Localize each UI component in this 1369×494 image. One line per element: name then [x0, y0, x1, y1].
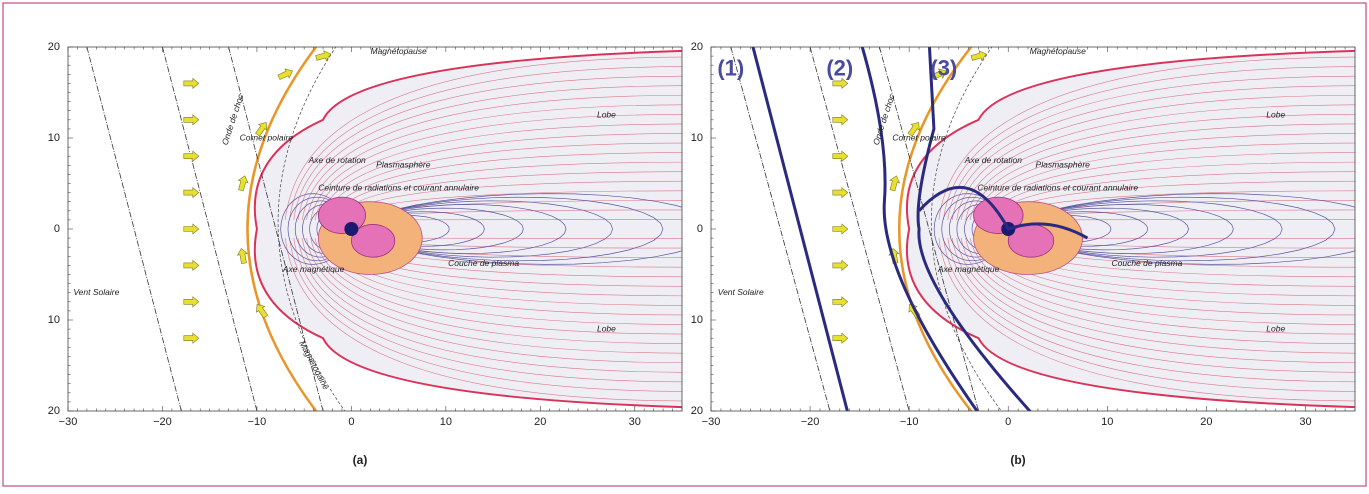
flow-arrow: [184, 78, 199, 88]
x-tick-label: 10: [440, 416, 452, 428]
flow-arrow: [184, 224, 199, 234]
y-tick-label: 20: [691, 405, 703, 417]
flow-arrow: [833, 115, 848, 125]
panel-caption: (a): [353, 453, 368, 467]
flow-arrow: [888, 174, 902, 191]
x-tick-label: 0: [348, 416, 354, 428]
region-label: Axe de rotation: [308, 155, 366, 165]
flow-arrow: [184, 260, 199, 270]
region-label: Ceinture de radiations et courant annula…: [318, 182, 479, 192]
region-label: Lobe: [1266, 323, 1285, 333]
plot-area: [87, 38, 717, 420]
flow-arrow: [184, 151, 199, 161]
solar-wind-line: [87, 47, 181, 411]
region-label: Ceinture de radiations et courant annula…: [977, 182, 1138, 192]
flow-arrow: [253, 301, 270, 319]
region-label: Lobe: [597, 323, 616, 333]
flow-arrow: [184, 115, 199, 125]
panel-caption: (b): [1010, 453, 1025, 467]
x-tick-label: −30: [59, 416, 78, 428]
region-label: Magnétogaine: [297, 339, 331, 392]
plot-area: [731, 38, 1369, 420]
flow-arrow: [184, 188, 199, 198]
flow-arrow: [236, 174, 250, 191]
y-tick-label: 20: [48, 41, 60, 53]
y-tick-label: 10: [48, 314, 60, 326]
region-label: Couche de plasma: [1111, 258, 1182, 268]
flow-arrow: [833, 224, 848, 234]
region-label: Plasmasphère: [376, 160, 431, 170]
flow-arrow: [833, 297, 848, 307]
x-tick-label: −30: [702, 416, 721, 428]
plasmasphere: [318, 197, 365, 233]
y-tick-label: 0: [54, 223, 60, 235]
x-tick-label: −10: [248, 416, 267, 428]
front-number: (2): [826, 56, 853, 81]
flow-arrow: [277, 66, 295, 81]
y-tick-label: 10: [691, 314, 703, 326]
region-label: Vent Solaire: [718, 287, 764, 297]
flow-arrow: [833, 188, 848, 198]
x-tick-label: −10: [900, 416, 919, 428]
flow-arrow: [236, 248, 248, 265]
x-tick-label: 0: [1005, 416, 1011, 428]
flow-arrow: [833, 260, 848, 270]
x-tick-label: −20: [153, 416, 172, 428]
x-tick-label: 20: [534, 416, 546, 428]
earth: [344, 222, 358, 236]
region-label: Magnétopause: [1030, 46, 1087, 56]
region-label: Vent Solaire: [73, 287, 119, 297]
flow-arrow: [184, 333, 199, 343]
front-number: (3): [930, 56, 957, 81]
region-label: Axe magnétique: [282, 264, 345, 274]
region-label: Lobe: [597, 110, 616, 120]
region-label: Lobe: [1266, 110, 1285, 120]
region-label: Magnétopause: [370, 46, 427, 56]
region-label: Couche de plasma: [448, 258, 519, 268]
x-tick-label: −20: [801, 416, 820, 428]
x-tick-label: 30: [1299, 416, 1311, 428]
flow-arrow: [184, 297, 199, 307]
flow-arrow: [315, 49, 332, 63]
x-tick-label: 10: [1101, 416, 1113, 428]
flow-arrow: [833, 151, 848, 161]
front-number: (1): [717, 56, 744, 81]
x-tick-label: 30: [629, 416, 641, 428]
flow-arrow: [970, 49, 987, 63]
solar-wind-line: [731, 47, 830, 411]
y-tick-label: 0: [697, 223, 703, 235]
region-label: Plasmasphère: [1036, 160, 1091, 170]
region-label: Cornet polaire: [240, 132, 294, 142]
region-label: Cornet polaire: [892, 132, 946, 142]
flow-arrow: [833, 333, 848, 343]
y-tick-label: 10: [691, 132, 703, 144]
y-tick-label: 10: [48, 132, 60, 144]
figure: −30−20−100102030201001020Vent SolaireOnd…: [0, 0, 1369, 489]
y-tick-label: 20: [48, 405, 60, 417]
x-tick-label: 20: [1200, 416, 1212, 428]
region-label: Axe de rotation: [964, 155, 1022, 165]
y-tick-label: 20: [691, 41, 703, 53]
region-label: Axe magnétique: [937, 264, 1000, 274]
